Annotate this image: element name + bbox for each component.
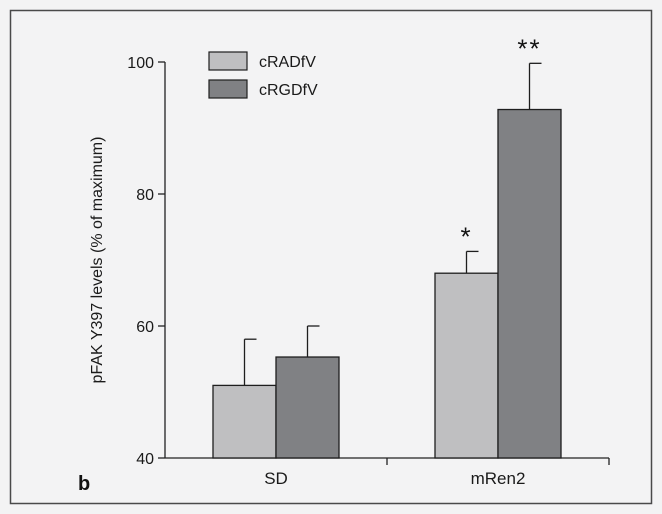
legend-swatch bbox=[208, 79, 248, 99]
legend-label: cRGDfV bbox=[259, 82, 318, 99]
bar-cRGDfV-SD bbox=[275, 356, 340, 459]
bar-cRADfV-mRen2 bbox=[434, 272, 499, 459]
bar-cRGDfV-mRen2 bbox=[497, 108, 562, 459]
bar-cRADfV-SD bbox=[212, 384, 277, 459]
bars-group bbox=[212, 108, 562, 459]
x-category-label: SD bbox=[264, 469, 288, 488]
legend: cRADfV cRGDfV bbox=[208, 51, 318, 99]
y-tick-label: 80 bbox=[136, 187, 154, 204]
significance-marker: * bbox=[460, 221, 472, 251]
x-category-label: mRen2 bbox=[471, 469, 526, 488]
legend-swatch bbox=[208, 51, 248, 71]
legend-label: cRADfV bbox=[259, 54, 316, 71]
y-tick-label: 60 bbox=[136, 319, 154, 336]
panel-label: b bbox=[78, 473, 90, 495]
error-bars-group bbox=[243, 62, 542, 386]
y-axis-title: pFAK Y397 levels (% of maximum) bbox=[89, 137, 106, 384]
y-tick-label: 100 bbox=[127, 55, 154, 72]
y-tick-label: 40 bbox=[136, 451, 154, 468]
significance-marker: ** bbox=[517, 33, 541, 63]
